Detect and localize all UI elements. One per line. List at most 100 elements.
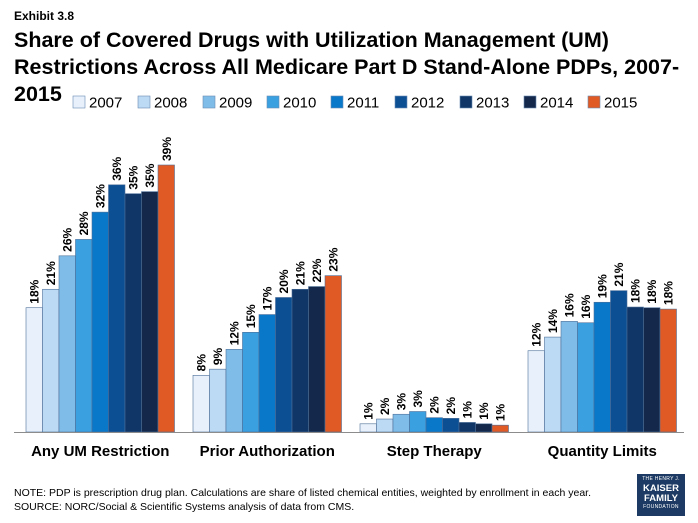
data-label-any-um-restriction-2007: 18%	[28, 279, 42, 303]
legend-swatch-2012	[394, 95, 408, 109]
category-label-step-therapy: Step Therapy	[387, 443, 483, 460]
bar-quantity-limits-2013	[626, 306, 644, 433]
data-label-any-um-restriction-2013: 35%	[127, 165, 141, 189]
bar-step-therapy-2008	[376, 418, 394, 433]
exhibit-label: Exhibit 3.8	[14, 9, 75, 23]
data-label-prior-authorization-2013: 21%	[294, 261, 308, 285]
data-label-any-um-restriction-2010: 28%	[77, 211, 91, 235]
data-label-prior-authorization-2007: 8%	[195, 354, 209, 372]
bar-step-therapy-2011	[425, 417, 443, 433]
legend-label-2015: 2015	[604, 95, 637, 112]
data-label-any-um-restriction-2015: 39%	[160, 137, 174, 161]
bar-any-um-restriction-2009	[58, 255, 76, 433]
data-label-step-therapy-2007: 1%	[362, 402, 376, 420]
data-label-quantity-limits-2008: 14%	[546, 309, 560, 333]
legend-swatch-2010	[266, 95, 280, 109]
bar-quantity-limits-2008	[544, 336, 562, 433]
bar-step-therapy-2010	[409, 411, 427, 433]
bar-quantity-limits-2007	[527, 350, 545, 433]
data-label-prior-authorization-2009: 12%	[228, 321, 242, 345]
legend-label-2009: 2009	[219, 95, 252, 112]
category-label-any-um-restriction: Any UM Restriction	[31, 443, 169, 460]
bar-quantity-limits-2014	[643, 307, 661, 433]
data-label-quantity-limits-2011: 19%	[596, 274, 610, 298]
data-label-step-therapy-2009: 3%	[395, 393, 409, 411]
legend-label-2014: 2014	[540, 95, 573, 112]
chart-title-line2: Restrictions Across All Medicare Part D …	[14, 55, 680, 106]
data-label-step-therapy-2011: 2%	[428, 396, 442, 414]
logo-line1: THE HENRY J.	[642, 476, 680, 482]
bar-step-therapy-2015	[491, 424, 509, 433]
note-text: NOTE: PDP is prescription drug plan. Cal…	[14, 487, 592, 499]
legend-label-2007: 2007	[89, 95, 122, 112]
legend-swatch-2013	[459, 95, 473, 109]
data-label-quantity-limits-2010: 16%	[579, 294, 593, 318]
data-label-prior-authorization-2010: 15%	[244, 304, 258, 328]
data-label-step-therapy-2012: 2%	[444, 397, 458, 415]
bar-quantity-limits-2009	[560, 321, 578, 433]
bar-any-um-restriction-2008	[42, 288, 60, 433]
data-label-any-um-restriction-2009: 26%	[61, 227, 75, 251]
data-label-prior-authorization-2008: 9%	[211, 348, 225, 366]
logo-line4: FOUNDATION	[643, 504, 679, 510]
bar-any-um-restriction-2007	[25, 307, 43, 433]
bar-any-um-restriction-2015	[157, 164, 175, 433]
legend-label-2010: 2010	[283, 95, 316, 112]
data-label-quantity-limits-2012: 21%	[612, 262, 626, 286]
bar-prior-authorization-2009	[225, 349, 243, 433]
legend-swatch-2008	[137, 95, 151, 109]
bar-prior-authorization-2011	[258, 314, 276, 433]
legend-swatch-2015	[587, 95, 601, 109]
bar-step-therapy-2012	[442, 418, 460, 433]
legend-swatch-2011	[330, 95, 344, 109]
legend-label-2011: 2011	[347, 95, 379, 112]
logo-line3: FAMILY	[644, 492, 678, 504]
chart-title-line1: Share of Covered Drugs with Utilization …	[14, 28, 609, 52]
legend-swatch-2007	[72, 95, 86, 109]
data-label-quantity-limits-2009: 16%	[563, 293, 577, 317]
bar-prior-authorization-2010	[242, 332, 260, 433]
bar-step-therapy-2013	[458, 422, 476, 433]
legend-label-2013: 2013	[476, 95, 509, 112]
data-label-any-um-restriction-2008: 21%	[44, 261, 58, 285]
bar-prior-authorization-2007	[192, 375, 210, 433]
bar-prior-authorization-2013	[291, 288, 309, 433]
data-label-step-therapy-2013: 1%	[461, 401, 475, 419]
bar-any-um-restriction-2011	[91, 211, 109, 433]
data-label-prior-authorization-2015: 23%	[327, 247, 341, 271]
bar-step-therapy-2009	[392, 413, 410, 433]
bar-any-um-restriction-2013	[124, 193, 142, 433]
category-label-prior-authorization: Prior Authorization	[200, 443, 335, 460]
data-label-any-um-restriction-2012: 36%	[110, 156, 124, 180]
data-label-quantity-limits-2014: 18%	[645, 279, 659, 303]
data-label-step-therapy-2014: 1%	[477, 402, 491, 420]
source-text: SOURCE: NORC/Social & Scientific Systems…	[14, 501, 355, 513]
data-label-step-therapy-2015: 1%	[494, 403, 508, 421]
data-label-prior-authorization-2012: 20%	[277, 269, 291, 293]
bar-quantity-limits-2012	[610, 290, 628, 433]
data-label-quantity-limits-2015: 18%	[662, 281, 676, 305]
data-label-step-therapy-2010: 3%	[411, 390, 425, 408]
bar-quantity-limits-2015	[659, 308, 677, 433]
bar-chart: 2007 2008 2009 2010 2011 2012 2013 2014 201518%2…	[14, 95, 684, 460]
bar-quantity-limits-2010	[577, 322, 595, 433]
data-label-step-therapy-2008: 2%	[378, 397, 392, 415]
data-label-any-um-restriction-2014: 35%	[143, 163, 157, 187]
data-label-quantity-limits-2007: 12%	[530, 322, 544, 346]
data-label-quantity-limits-2013: 18%	[629, 279, 643, 303]
bar-step-therapy-2007	[359, 423, 377, 433]
data-label-prior-authorization-2011: 17%	[261, 286, 275, 310]
bar-any-um-restriction-2014	[141, 191, 159, 433]
data-label-any-um-restriction-2011: 32%	[94, 184, 108, 208]
legend-swatch-2009	[202, 95, 216, 109]
bar-quantity-limits-2011	[593, 301, 611, 433]
bar-any-um-restriction-2010	[75, 239, 93, 433]
bar-prior-authorization-2012	[275, 297, 293, 433]
legend-swatch-2014	[523, 95, 537, 109]
category-label-quantity-limits: Quantity Limits	[548, 443, 657, 460]
kff-logo: THE HENRY J. KAISER FAMILY FOUNDATION	[637, 474, 685, 516]
bar-prior-authorization-2014	[308, 286, 326, 433]
bar-prior-authorization-2015	[324, 275, 342, 433]
data-label-prior-authorization-2014: 22%	[310, 258, 324, 282]
bar-any-um-restriction-2012	[108, 184, 126, 433]
